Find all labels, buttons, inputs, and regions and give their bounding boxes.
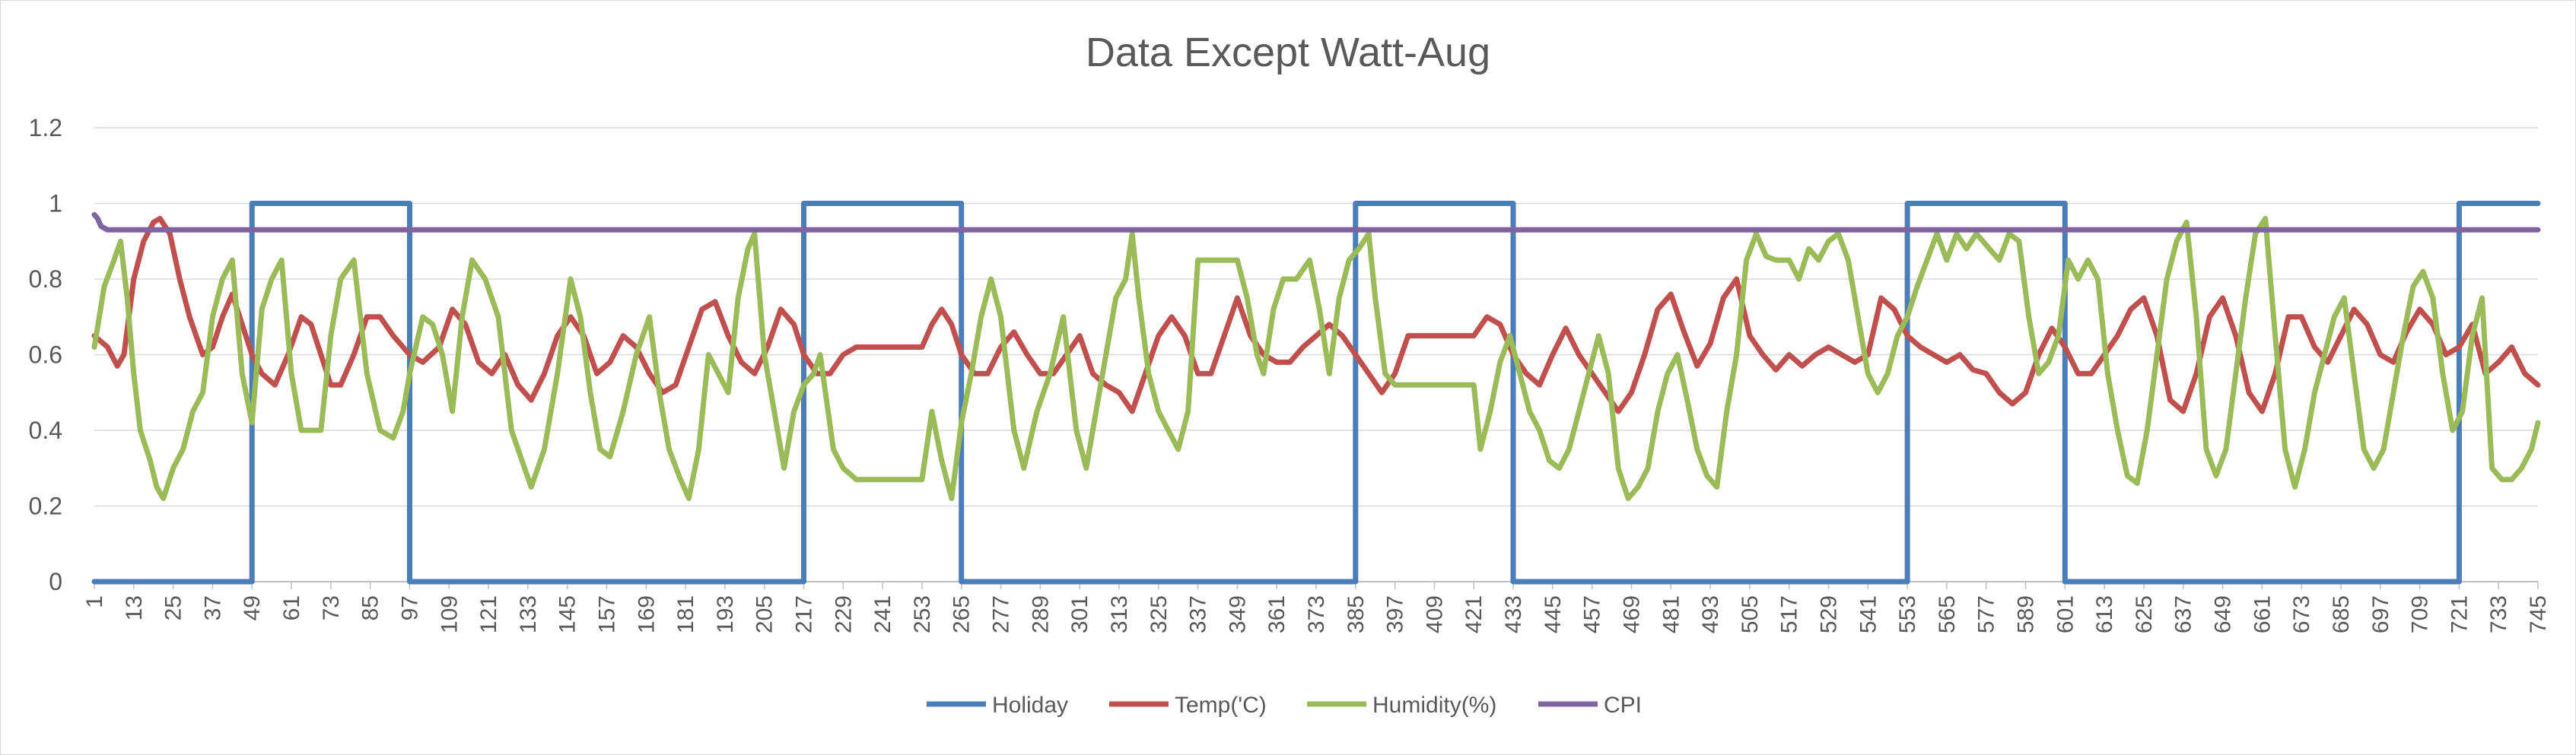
x-axis-ticks: 1 13 25 37 49 61 73 85 97 109 121 133 145 157 169 181 19… (82, 582, 2551, 633)
legend-label: Holiday (992, 693, 1068, 718)
x-tick-label: 169 (634, 595, 659, 633)
x-tick-label: 253 (910, 595, 935, 633)
chart-title: Data Except Watt-Aug (1085, 30, 1491, 75)
x-tick-label: 577 (1974, 595, 1999, 633)
x-tick-label: 241 (870, 595, 895, 633)
x-tick-label: 349 (1225, 595, 1250, 633)
x-tick-label: 553 (1895, 595, 1920, 633)
x-tick-label: 565 (1935, 595, 1960, 633)
x-tick-label: 49 (240, 595, 265, 620)
x-tick-label: 709 (2408, 595, 2433, 633)
y-tick-label: 1 (49, 190, 62, 217)
x-tick-label: 601 (2053, 595, 2078, 633)
legend-label: CPI (1604, 693, 1642, 718)
x-tick-label: 481 (1658, 595, 1684, 633)
x-tick-label: 37 (200, 595, 225, 620)
x-tick-label: 229 (831, 595, 856, 633)
series-lines (91, 201, 2541, 585)
y-tick-label: 0 (49, 568, 62, 595)
x-tick-label: 373 (1304, 595, 1329, 633)
x-tick-label: 433 (1501, 595, 1526, 633)
x-tick-label: 109 (437, 595, 462, 633)
x-tick-label: 121 (476, 595, 501, 633)
x-tick-label: 673 (2289, 595, 2314, 633)
x-tick-label: 397 (1383, 595, 1408, 633)
series-line-holiday (91, 201, 2541, 585)
x-tick-label: 637 (2171, 595, 2196, 633)
x-tick-label: 505 (1738, 595, 1763, 633)
legend-item: CPI (1538, 693, 1642, 718)
x-tick-label: 313 (1107, 595, 1132, 633)
x-tick-label: 193 (713, 595, 738, 633)
x-tick-label: 181 (673, 595, 698, 633)
x-tick-label: 457 (1580, 595, 1605, 633)
x-tick-label: 145 (555, 595, 580, 633)
y-tick-label: 1.2 (29, 114, 62, 141)
x-tick-label: 289 (1028, 595, 1053, 633)
x-tick-label: 85 (358, 595, 383, 620)
legend-label: Humidity(%) (1372, 693, 1496, 718)
x-tick-label: 529 (1816, 595, 1841, 633)
x-tick-label: 337 (1186, 595, 1211, 633)
series-line-temp-c (91, 215, 2541, 414)
x-tick-label: 745 (2526, 595, 2551, 633)
x-tick-label: 493 (1698, 595, 1723, 633)
y-tick-label: 0.4 (29, 417, 62, 444)
x-tick-label: 649 (2211, 595, 2236, 633)
x-tick-label: 1 (82, 595, 107, 608)
grid-lines (94, 127, 2538, 582)
x-tick-label: 613 (2092, 595, 2117, 633)
y-axis-ticks: 0 0.2 0.4 0.6 0.8 1 1.2 (29, 114, 62, 595)
y-tick-label: 0.2 (29, 493, 62, 520)
x-tick-label: 133 (516, 595, 541, 633)
x-tick-label: 685 (2329, 595, 2354, 633)
y-tick-label: 0.8 (29, 265, 62, 293)
series-line-humidity (91, 215, 2541, 501)
x-tick-label: 697 (2368, 595, 2393, 633)
x-tick-label: 301 (1067, 595, 1092, 633)
x-tick-label: 325 (1146, 595, 1172, 633)
x-tick-label: 721 (2447, 595, 2472, 633)
x-tick-label: 13 (122, 595, 147, 620)
x-tick-label: 517 (1777, 595, 1802, 633)
x-tick-label: 361 (1264, 595, 1290, 633)
legend-item: Holiday (927, 693, 1068, 718)
legend-item: Temp('C) (1109, 693, 1267, 718)
x-tick-label: 733 (2486, 595, 2511, 633)
legend: Holiday Temp('C) Humidity(%) CPI (927, 693, 1642, 718)
x-tick-label: 217 (792, 595, 817, 633)
x-tick-label: 97 (397, 595, 422, 620)
x-tick-label: 445 (1541, 595, 1566, 633)
x-tick-label: 205 (752, 595, 778, 633)
x-tick-label: 409 (1422, 595, 1447, 633)
x-tick-label: 277 (989, 595, 1014, 633)
x-tick-label: 421 (1461, 595, 1487, 633)
x-tick-label: 265 (949, 595, 975, 633)
x-tick-label: 625 (2132, 595, 2157, 633)
x-tick-label: 589 (2014, 595, 2039, 633)
x-tick-label: 73 (319, 595, 344, 620)
x-tick-label: 61 (279, 595, 304, 620)
x-tick-label: 469 (1619, 595, 1644, 633)
x-tick-label: 25 (161, 595, 186, 620)
x-tick-label: 661 (2250, 595, 2275, 633)
x-tick-label: 385 (1344, 595, 1369, 633)
x-tick-label: 157 (594, 595, 619, 633)
y-tick-label: 0.6 (29, 341, 62, 369)
x-tick-label: 541 (1856, 595, 1881, 633)
series-line-cpi (91, 211, 2541, 233)
legend-label: Temp('C) (1175, 693, 1267, 718)
legend-item: Humidity(%) (1307, 693, 1496, 718)
